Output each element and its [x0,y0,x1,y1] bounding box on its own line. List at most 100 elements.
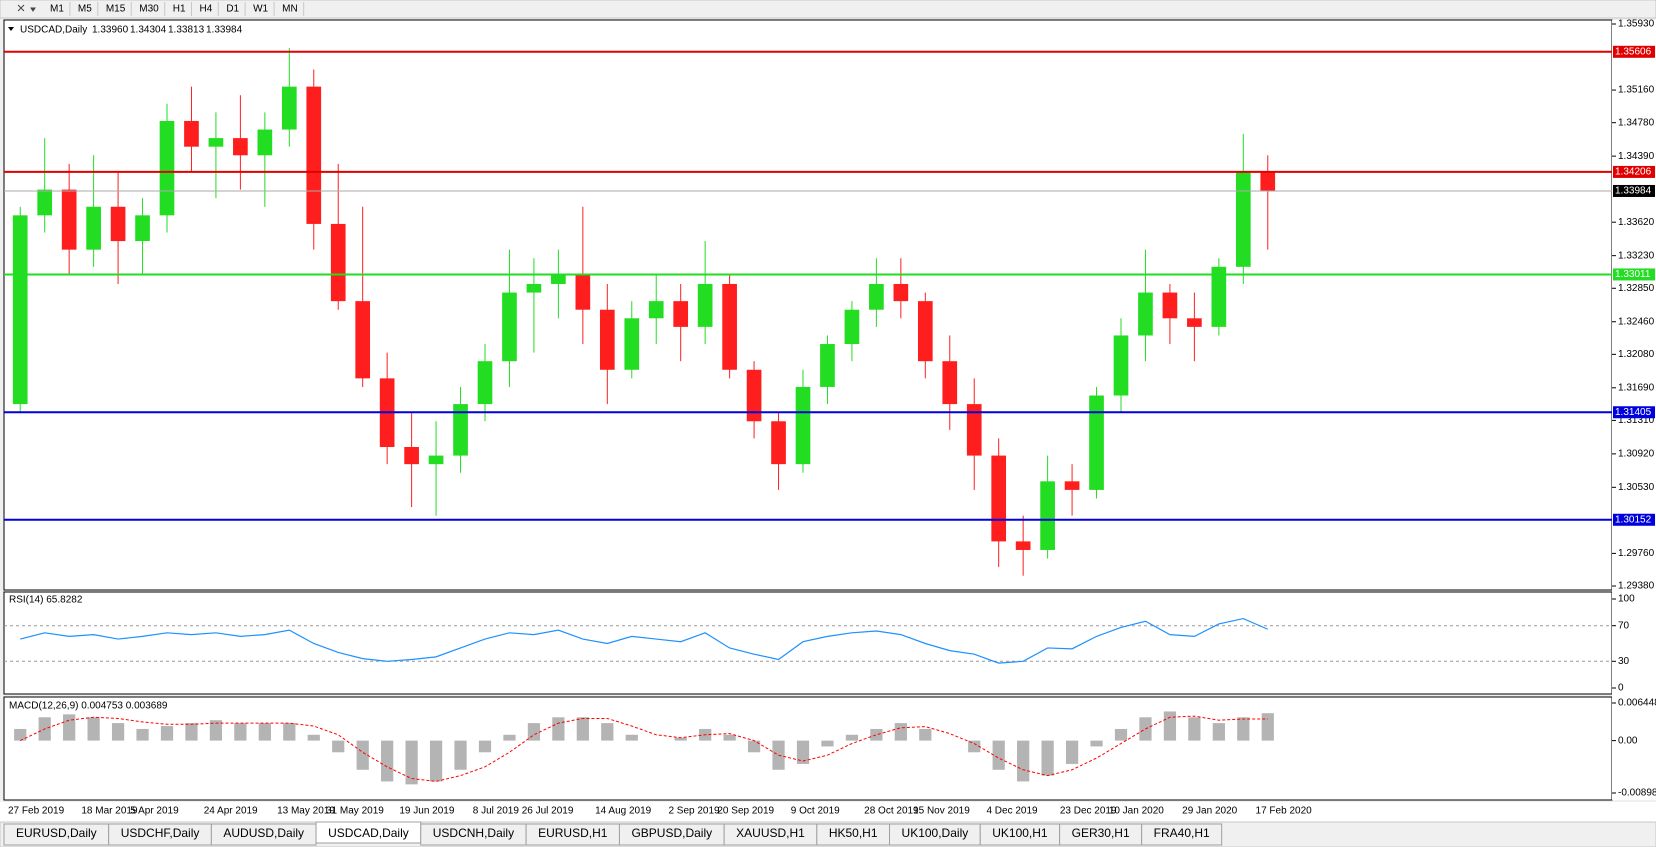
macd-bar [674,737,687,741]
macd-bar [845,734,859,741]
timeframe-button[interactable]: MN [282,4,298,15]
level-label-bg [1613,45,1655,58]
candle-body [257,129,273,156]
macd-bar [1065,740,1079,764]
candle-body [1260,172,1276,192]
y-tick-label: 1.32080 [1618,349,1655,360]
macd-bar [478,740,492,753]
tab-label[interactable]: USDCHF,Daily [121,826,200,840]
macd-bar [870,728,883,741]
tab-label[interactable]: EURUSD,Daily [16,826,97,840]
y-tick-label: 1.34780 [1618,117,1655,128]
x-tick-label: 10 Jan 2020 [1109,806,1164,817]
candle-body [551,275,566,284]
macd-bar [968,740,981,753]
x-tick-label: 20 Sep 2019 [717,806,774,817]
tab-label[interactable]: USDCNH,Daily [433,826,514,840]
macd-bar [454,740,467,770]
timeframe-button[interactable]: W1 [253,4,268,15]
tab-label[interactable]: XAUUSD,H1 [736,826,805,840]
rsi-title: RSI(14) 65.8282 [9,595,83,606]
y-tick-label: 0.00 [1618,735,1638,746]
candle-body [966,404,982,456]
timeframe-button[interactable]: M1 [50,4,64,15]
tab-label[interactable]: GER30,H1 [1072,826,1130,840]
y-tick-label: 1.32460 [1618,316,1655,327]
timeframe-button[interactable]: H1 [173,4,186,15]
macd-bar [601,723,614,741]
signal-line [20,715,1268,782]
tab-label[interactable]: HK50,H1 [829,826,878,840]
macd-bar [1188,717,1201,741]
price-panel [3,19,1613,591]
candle-body [1064,481,1080,490]
timeframe-button[interactable]: H4 [200,4,213,15]
candle-body [135,215,150,242]
tab[interactable] [1141,823,1223,846]
y-tick-label: 1.30920 [1618,449,1655,460]
tab-label[interactable]: FRA40,H1 [1154,826,1210,840]
macd-bar [1163,711,1177,741]
macd-bar [796,740,810,764]
candle-body [1138,292,1153,336]
timeframe-button[interactable]: D1 [226,4,239,15]
level-label: 1.33984 [1615,186,1652,197]
rsi-panel [3,591,1613,695]
y-tick-label: 1.33620 [1618,217,1655,228]
symbol-dropdown[interactable] [8,27,14,31]
tab-label[interactable]: AUDUSD,Daily [223,826,304,840]
y-tick-label: 30 [1618,656,1630,667]
x-tick-label: 13 May 2019 [277,806,335,817]
macd-bar [381,740,394,782]
timeframe-button[interactable]: M15 [106,4,126,15]
y-tick-label: 0.006448 [1618,698,1656,709]
level-label-bg [1613,165,1655,178]
y-tick-label: 1.31310 [1618,415,1655,426]
tab-label[interactable]: EURUSD,H1 [538,826,608,840]
timeframe-button[interactable]: M30 [139,4,159,15]
candle-body [575,275,591,310]
macd-bar [87,717,100,741]
macd-bar [332,740,345,753]
candle-body [795,386,811,465]
macd-bar [356,740,369,770]
tab-label[interactable]: UK100,H1 [992,826,1048,840]
macd-bar [1114,728,1128,741]
candle-body [771,421,786,465]
candle-body [404,447,419,465]
tab-label[interactable]: GBPUSD,Daily [631,826,712,840]
macd-bar [1237,717,1250,741]
candle-body [1015,541,1031,550]
macd-bar [429,740,443,782]
y-tick-label: 1.35160 [1618,85,1655,96]
candle-body [820,344,835,387]
quote-low: 1.33813 [168,25,205,36]
tab-label[interactable]: USDCAD,Daily [328,826,409,840]
macd-bar [552,717,565,741]
macd-bar [747,740,761,753]
x-tick-label: 28 Oct 2019 [864,806,919,817]
quote-high: 1.34304 [130,25,167,36]
x-tick-label: 18 Mar 2019 [81,806,138,817]
y-tick-label: 1.29380 [1618,581,1655,592]
candle-body [477,361,493,405]
cursor-icon[interactable] [17,4,36,12]
macd-bar [136,728,149,741]
timeframe-button[interactable]: M5 [78,4,92,15]
macd-bar [234,723,247,741]
candle-body [1113,335,1129,396]
level-label: 1.30152 [1615,514,1652,525]
candle-body [61,189,77,250]
macd-bar [576,717,589,741]
tab-label[interactable]: UK100,Daily [902,826,969,840]
candle-body [942,361,958,405]
candle-body [991,455,1007,542]
symbol-title: USDCAD,Daily [20,25,87,36]
x-tick-label: 31 May 2019 [326,806,384,817]
macd-bar [14,728,27,741]
y-tick-label: 1.31690 [1618,382,1655,393]
y-tick-label: 1.35930 [1618,19,1655,30]
x-tick-label: 19 Jun 2019 [399,806,454,817]
macd-bar [1041,740,1054,776]
